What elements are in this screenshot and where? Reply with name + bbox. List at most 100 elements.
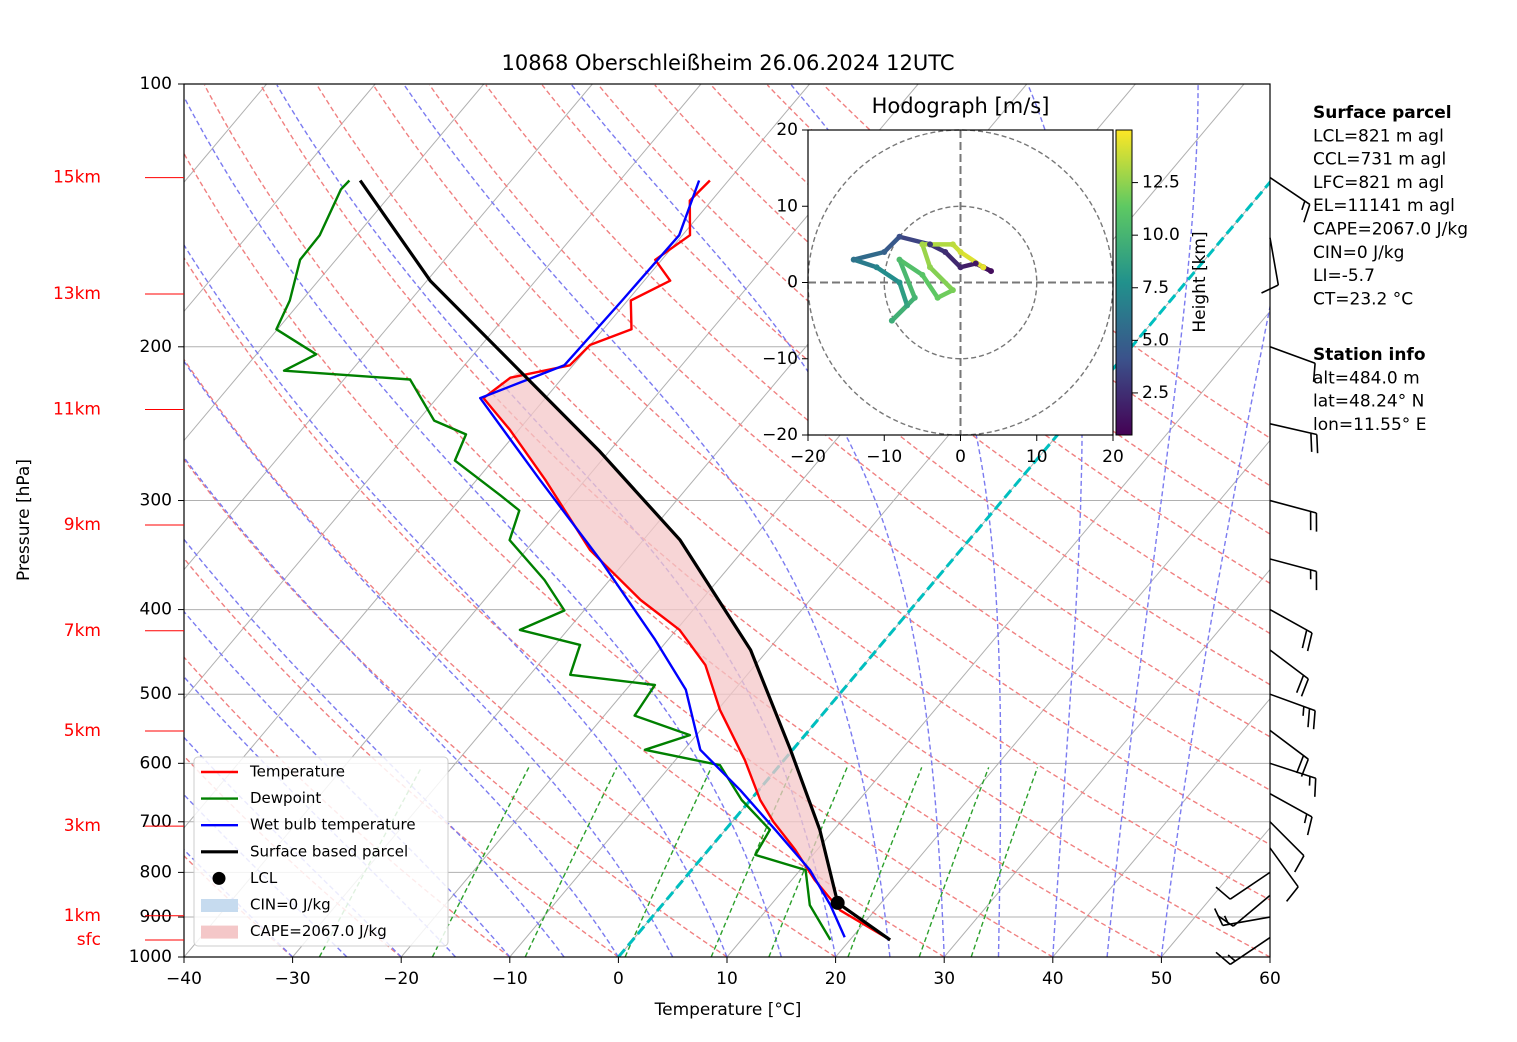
x-tick-label: 0 — [613, 969, 624, 989]
profile-line — [482, 179, 891, 941]
moist-adiabat — [184, 360, 674, 957]
y-tick-label: 700 — [140, 812, 172, 832]
x-tick-label: −20 — [383, 969, 419, 989]
profile-line — [358, 179, 892, 942]
info-line: LCL=821 m agl — [1313, 126, 1444, 146]
x-tick-label: −10 — [492, 969, 528, 989]
moist-adiabat — [790, 84, 1002, 957]
hodograph-y-tick-label: −20 — [762, 425, 798, 445]
wind-barb — [1269, 558, 1318, 591]
y-tick-label: 600 — [140, 753, 172, 773]
legend-label: CAPE=2067.0 J/kg — [250, 922, 387, 940]
height-label: 9km — [64, 515, 101, 535]
hodograph-segment — [882, 234, 902, 255]
height-label: 3km — [64, 816, 101, 836]
x-tick-label: 10 — [716, 969, 738, 989]
legend-label: LCL — [250, 869, 278, 887]
hodograph-point — [919, 271, 926, 278]
y-tick-label: 900 — [140, 907, 172, 927]
hodograph-point — [881, 249, 888, 255]
hodograph-point — [934, 294, 941, 301]
wind-barb — [1269, 346, 1316, 382]
y-tick-label: 800 — [140, 862, 172, 882]
legend: Temperature Dewpoint Wet bulb temperature S… — [193, 756, 449, 947]
info-line: CIN=0 J/kg — [1313, 243, 1404, 263]
mixing-ratio-line — [624, 767, 713, 957]
wind-barb — [1269, 499, 1318, 532]
x-tick-label: −30 — [275, 969, 311, 989]
colorbar-label: Height [km] — [1190, 231, 1210, 332]
x-tick-label: 50 — [1151, 969, 1173, 989]
hodograph-segment — [958, 249, 986, 270]
mixing-ratio-line — [768, 767, 848, 957]
dry-adiabat — [184, 256, 945, 957]
wind-barb — [1213, 908, 1271, 927]
hodograph-x-tick-label: 0 — [955, 447, 966, 467]
moist-adiabat — [184, 95, 782, 957]
legend-swatch — [212, 871, 226, 885]
mixing-ratio-line — [524, 767, 618, 957]
hodograph-segment — [889, 295, 917, 323]
hodograph-point — [927, 241, 933, 248]
x-grid-line — [943, 568, 1270, 957]
x-tick-label: −40 — [166, 969, 202, 989]
hodograph-point — [896, 279, 903, 286]
y-tick-label: 300 — [140, 491, 172, 511]
y-tick-label: 400 — [140, 600, 172, 620]
dry-adiabat — [203, 84, 1162, 957]
wind-barb — [1269, 649, 1310, 697]
wind-barb — [1269, 821, 1305, 873]
y-tick-label: 200 — [140, 337, 172, 357]
hodograph-y-tick-label: −10 — [762, 349, 798, 369]
wind-barb — [1269, 847, 1299, 902]
mixing-ratio-line — [918, 767, 990, 957]
hodograph-point — [927, 264, 933, 271]
isotherm — [184, 84, 593, 571]
hodograph-point — [980, 264, 987, 271]
info-line: alt=484.0 m — [1313, 368, 1420, 388]
legend-label: Temperature — [249, 763, 345, 781]
dry-adiabat — [541, 84, 1270, 686]
wind-barb — [1215, 936, 1271, 966]
hodograph-frame — [807, 129, 1114, 436]
dry-adiabat — [372, 84, 1270, 846]
hodograph-point — [896, 233, 903, 240]
x-tick-label: 20 — [825, 969, 847, 989]
hodograph-point — [949, 287, 956, 294]
legend-swatch — [201, 899, 238, 912]
colorbar-tick-label: 2.5 — [1142, 383, 1169, 403]
hodograph-point — [888, 317, 895, 324]
hodograph-segment — [851, 257, 879, 270]
isotherm — [184, 84, 376, 313]
legend-label: Surface based parcel — [250, 842, 408, 860]
hodograph-x-tick-label: 10 — [1026, 447, 1048, 467]
hodograph-y-tick-label: 0 — [787, 273, 798, 293]
wind-barb — [1269, 608, 1313, 652]
legend-label: Wet bulb temperature — [250, 816, 416, 834]
hodograph-title: Hodograph [m/s] — [872, 94, 1050, 118]
profile-line — [275, 179, 832, 941]
hodograph-segment — [920, 242, 933, 270]
mixing-ratio-line — [970, 767, 1039, 957]
hodograph-segment — [874, 265, 902, 285]
hodograph-segment — [851, 249, 887, 262]
hodograph-point — [850, 256, 857, 263]
height-label: 13km — [53, 284, 101, 304]
isotherm — [184, 84, 485, 442]
legend-label: CIN=0 J/kg — [250, 896, 331, 914]
colorbar — [1115, 129, 1133, 436]
x-grid-line — [835, 439, 1270, 957]
hodograph-point — [957, 249, 964, 255]
hodograph-point — [942, 249, 949, 255]
height-label: 7km — [64, 621, 101, 641]
x-grid-line — [726, 310, 1270, 957]
lcl-marker — [830, 895, 845, 910]
hodograph-x-tick-label: −20 — [790, 447, 826, 467]
dry-adiabat — [184, 152, 1054, 957]
info-line: CT=23.2 °C — [1313, 289, 1413, 309]
dry-adiabat — [597, 84, 1270, 635]
hodograph-segment — [897, 257, 925, 278]
x-tick-label: 60 — [1259, 969, 1281, 989]
hodograph-point — [873, 264, 880, 271]
